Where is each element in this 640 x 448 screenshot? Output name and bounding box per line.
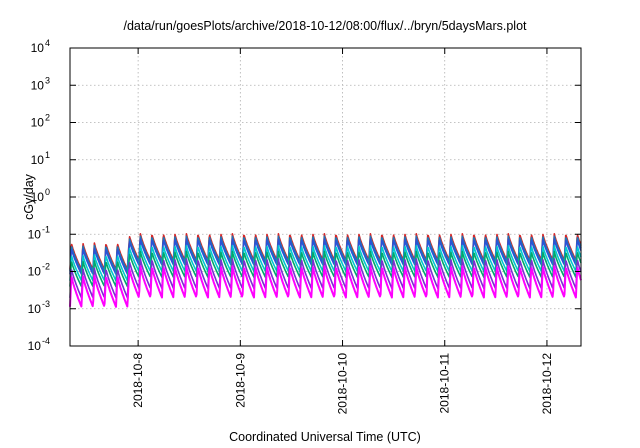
x-tick-label: 2018-10-9 [233, 353, 247, 408]
grid-lines [70, 48, 581, 346]
axis-ticks: 10-410-310-210-11001011021031042018-10-8… [28, 38, 581, 414]
x-axis-label: Coordinated Universal Time (UTC) [229, 430, 421, 444]
x-tick-label: 2018-10-11 [438, 353, 452, 414]
series-line [69, 265, 582, 308]
x-tick-label: 2018-10-8 [131, 353, 145, 408]
chart-title: /data/run/goesPlots/archive/2018-10-12/0… [123, 19, 527, 33]
y-tick-label: 104 [31, 38, 50, 55]
x-tick-label: 2018-10-12 [540, 353, 554, 415]
x-tick-label: 2018-10-10 [336, 353, 350, 415]
y-tick-label: 101 [31, 150, 50, 167]
y-axis-label: cGy/day [22, 173, 36, 220]
y-tick-label: 10-2 [28, 262, 50, 279]
y-tick-label: 10-3 [28, 299, 50, 316]
y-tick-label: 102 [31, 113, 50, 130]
series-layer [69, 233, 582, 308]
y-tick-label: 10-1 [28, 224, 50, 241]
y-tick-label: 10-4 [28, 336, 50, 353]
plot-frame [69, 47, 582, 347]
y-tick-label: 103 [31, 75, 50, 92]
